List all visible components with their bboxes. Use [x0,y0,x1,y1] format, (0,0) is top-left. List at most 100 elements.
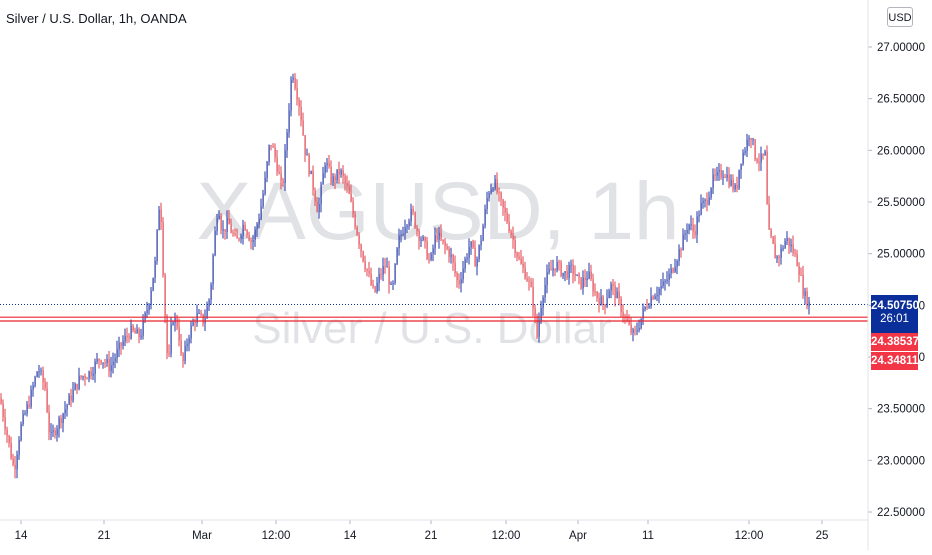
candle-body [20,424,22,441]
candle-body [800,274,802,276]
candle-body [128,336,130,339]
candle-body [676,261,678,267]
currency-button[interactable]: USD [887,7,913,27]
candle-body [584,277,586,281]
candle-body [524,267,526,279]
candle-body [806,291,808,307]
candle-body [202,314,204,324]
price-axis-tick-label: 26.50000 [877,94,925,106]
candle-body [682,234,684,251]
candle-body [564,271,566,273]
candle-body [360,244,362,252]
candle-body [382,266,384,275]
candle-body [50,431,52,433]
candle-body [562,272,564,276]
candle-body [512,234,514,240]
price-axis-tick-label: 25.50000 [877,197,925,209]
candle-body [772,236,774,244]
candle-body [46,388,48,412]
candle-body [428,259,430,261]
watermark-symbol: XAGUSD, 1h [196,166,679,257]
candle-body [472,241,474,248]
candle-body [684,233,686,235]
candle-body [406,225,408,228]
candle-body [214,231,216,256]
candle-body [616,291,618,299]
candle-body [670,268,672,274]
time-axis-tick-label: 14 [344,530,357,542]
candle-body [714,174,716,176]
candle-body [166,316,168,354]
candle-body [404,227,406,234]
candle-body [698,214,700,217]
candle-body [420,239,422,241]
candle-body [640,318,642,328]
candle-body [154,261,156,278]
candle-body [218,215,220,219]
candle-body [264,177,266,194]
candle-body [138,329,140,338]
candle-body [668,273,670,280]
candle-body [412,208,414,213]
candle-body [196,313,198,323]
candle-body [484,209,486,227]
candle-body [118,342,120,350]
candle-body [112,361,114,366]
candle-body [786,237,788,241]
candle-body [696,216,698,235]
candle-body [394,263,396,283]
candle-body [446,246,448,249]
candle-body [132,325,134,331]
last-price-tag: 24.50750 26:01 [871,295,919,333]
candle-body [162,222,164,276]
candle-body [554,268,556,271]
watermark-name: Silver / U.S. Dollar [252,304,611,353]
candle-body [288,110,290,133]
candle-body [510,231,512,235]
candle-body [8,435,10,443]
candle-body [250,240,252,242]
candle-body [662,281,664,287]
candle-body [222,229,224,231]
candle-body [182,353,184,362]
candle-body [650,296,652,307]
candle-body [198,313,200,315]
candle-body [572,264,574,275]
candle-body [588,271,590,279]
price-axis-tick-label: 22.50000 [877,507,925,519]
candle-body [530,281,532,287]
time-axis-tick-label: Mar [192,530,212,542]
candle-body [184,346,186,362]
candle-body [70,395,72,401]
candle-body [170,324,172,354]
candle-body [370,273,372,285]
candle-body [52,430,54,432]
candle-body [502,199,504,208]
candle-body [644,306,646,310]
candle-body [72,390,74,401]
candle-body [632,329,634,333]
candlestick-series [0,73,810,479]
candle-body [492,188,494,190]
candle-body [208,299,210,307]
candle-body [4,417,6,430]
candle-body [258,219,260,225]
candle-body [40,370,42,372]
candle-body [568,265,570,279]
candle-body [244,224,246,231]
candle-body [246,230,248,235]
candle-body [124,335,126,342]
bar-countdown: 26:01 [880,313,909,325]
candle-body [456,272,458,280]
price-axis[interactable]: 27.00000 26.50000 26.00000 25.50000 25.00000… [868,42,925,519]
candle-body [416,227,418,231]
time-axis[interactable]: 14 21 Mar 12:00 14 21 12:00 Apr 11 12:00 25 [15,520,829,542]
candle-body [286,132,288,151]
candle-body [76,383,78,390]
candle-body [374,286,376,292]
candle-body [104,362,106,364]
candle-body [798,266,800,275]
candle-body [500,192,502,200]
